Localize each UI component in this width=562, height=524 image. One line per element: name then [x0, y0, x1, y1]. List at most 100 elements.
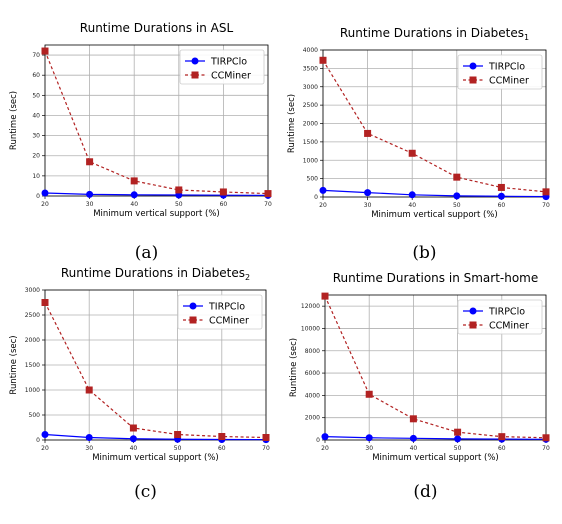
data-point-CCMiner [174, 431, 182, 438]
x-tick-label: 60 [220, 201, 228, 208]
y-tick-label: 70 [32, 52, 40, 59]
y-tick-label: 1000 [303, 157, 318, 164]
data-point-CCMiner [498, 433, 506, 441]
y-tick-label: 1000 [25, 387, 40, 394]
data-point-CCMiner [542, 434, 550, 442]
data-point-TIRPClo [365, 434, 373, 442]
y-tick-label: 3000 [25, 287, 40, 294]
x-tick-label: 30 [86, 201, 94, 208]
series-line-CCMiner [324, 295, 547, 439]
chart-title: Runtime Durations in Smart-home [333, 271, 539, 285]
x-tick-label: 20 [319, 202, 327, 209]
chart-title: Runtime Durations in ASL [80, 21, 234, 35]
chart-title: Runtime Durations in Diabetes1 [340, 26, 529, 42]
y-tick-label: 4000 [305, 392, 320, 399]
x-axis-label: Minimum vertical support (%) [93, 209, 220, 219]
series-line-TIRPClo [44, 433, 267, 441]
chart-title-subscript: 2 [245, 273, 250, 282]
x-tick-label: 20 [41, 445, 49, 452]
legend-box [177, 294, 263, 330]
series-line-CCMiner [322, 59, 547, 193]
x-tick-label: 70 [542, 445, 550, 452]
y-tick-label: 2500 [25, 312, 40, 319]
y-tick-label: 1500 [25, 362, 40, 369]
x-tick-label: 30 [85, 445, 93, 452]
y-tick-label: 0 [36, 193, 40, 200]
x-tick-label: 30 [364, 202, 372, 209]
x-tick-label: 60 [498, 445, 506, 452]
data-point-CCMiner [409, 415, 417, 423]
data-point-TIRPClo [85, 434, 93, 441]
y-tick-label: 60 [32, 72, 40, 79]
data-point-CCMiner [85, 386, 93, 394]
x-tick-label: 70 [542, 202, 550, 209]
legend-marker-TIRPClo [469, 62, 477, 70]
data-point-CCMiner [129, 424, 137, 432]
chart-panel-3: 20 30 40 50 60 70 0 500 1000 1500 2000 2500 3000 Runt… [9, 266, 270, 502]
y-tick-label: 20 [32, 153, 40, 160]
legend-marker-TIRPClo [191, 57, 199, 65]
y-axis-label: Runtime (sec) [289, 338, 299, 397]
y-tick-label: 2000 [305, 415, 320, 422]
y-tick-label: 0 [36, 437, 40, 444]
x-tick-label: 40 [410, 445, 418, 452]
series-line-TIRPClo [322, 189, 547, 198]
y-tick-label: 500 [29, 412, 41, 419]
chart-title-text: Runtime Durations in Diabetes [340, 26, 524, 40]
chart-title-text: Runtime Durations in ASL [80, 21, 234, 35]
legend-label-CCMiner: CCMiner [209, 316, 249, 327]
y-tick-label: 3000 [303, 84, 318, 91]
x-tick-label: 20 [321, 445, 329, 452]
data-point-CCMiner [41, 47, 49, 55]
chart-title-subscript: 1 [524, 33, 529, 42]
legend-label-TIRPClo: TIRPClo [208, 302, 245, 313]
legend-label-CCMiner: CCMiner [489, 321, 529, 332]
panel-caption: (b) [412, 243, 436, 263]
y-tick-label: 3500 [303, 65, 318, 72]
x-axis-label: Minimum vertical support (%) [372, 453, 499, 463]
chart-panel-1: 20 30 40 50 60 70 0 10 20 30 40 50 60 70 Runtime Durat… [9, 21, 272, 263]
legend-marker-TIRPClo [469, 307, 477, 315]
y-tick-label: 0 [314, 194, 318, 201]
x-axis-label: Minimum vertical support (%) [371, 210, 498, 220]
data-point-CCMiner [454, 428, 462, 436]
legend: TIRPClo CCMiner [179, 49, 265, 85]
chart-title: Runtime Durations in Diabetes2 [61, 266, 250, 282]
data-point-TIRPClo [129, 435, 137, 443]
series-line-TIRPClo [324, 436, 547, 440]
x-tick-label: 60 [218, 445, 226, 452]
x-tick-label: 40 [130, 445, 138, 452]
series-line-TIRPClo [44, 192, 269, 196]
legend-marker-CCMiner [469, 321, 477, 329]
data-point-CCMiner [218, 433, 226, 440]
data-point-TIRPClo [408, 191, 416, 199]
y-tick-label: 40 [32, 112, 40, 119]
legend-label-TIRPClo: TIRPClo [210, 57, 247, 68]
legend-label-CCMiner: CCMiner [489, 76, 529, 87]
data-point-CCMiner [453, 173, 461, 181]
legend-label-TIRPClo: TIRPClo [488, 62, 525, 73]
x-tick-label: 50 [453, 202, 461, 209]
data-point-TIRPClo [409, 434, 417, 442]
legend-marker-CCMiner [469, 76, 477, 84]
x-tick-label: 20 [41, 201, 49, 208]
data-point-TIRPClo [364, 189, 372, 197]
x-tick-label: 70 [262, 445, 270, 452]
x-tick-label: 60 [498, 202, 506, 209]
chart-panel-4: 20 30 40 50 60 70 0 2000 4000 6000 8000 10000 12000 R… [289, 271, 550, 502]
x-tick-label: 40 [408, 202, 416, 209]
data-point-CCMiner [321, 292, 329, 300]
panel-caption: (a) [135, 243, 158, 263]
x-axis-label: Minimum vertical support (%) [92, 453, 219, 463]
legend-box [457, 54, 543, 90]
legend-marker-CCMiner [191, 71, 199, 79]
x-tick-label: 50 [174, 445, 182, 452]
y-tick-label: 2000 [25, 337, 40, 344]
data-point-CCMiner [497, 183, 505, 191]
x-tick-label: 50 [454, 445, 462, 452]
y-axis-label: Runtime (sec) [9, 335, 19, 394]
data-point-CCMiner [41, 299, 49, 306]
x-tick-label: 70 [264, 201, 272, 208]
data-point-CCMiner [408, 149, 416, 157]
